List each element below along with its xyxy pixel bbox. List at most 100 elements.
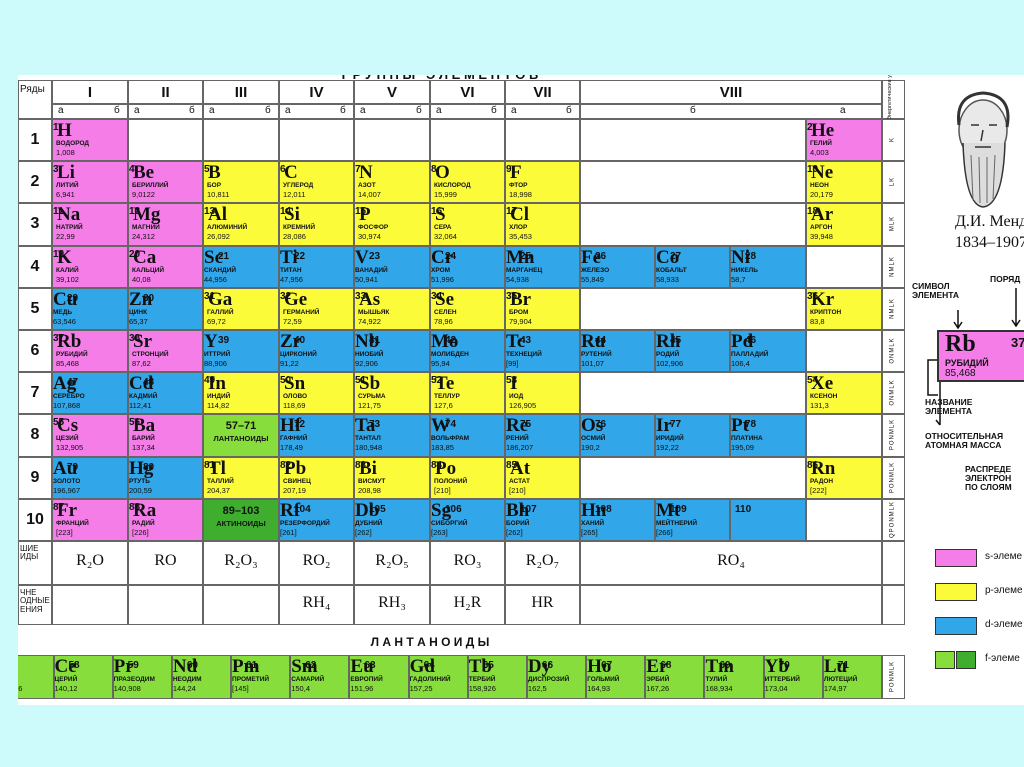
element-name: ФРАНЦИЙ — [56, 519, 89, 527]
element-symbol: B — [208, 162, 221, 184]
element-symbol: S — [435, 204, 446, 226]
element-symbol: I — [510, 373, 518, 395]
element-name: СЕРЕБРО — [53, 393, 85, 401]
legend-label: s-элеме — [985, 551, 1023, 562]
element-name: КАЛИЙ — [56, 266, 79, 274]
element-name: ХЛОР — [509, 224, 528, 232]
element-name: ЗОЛОТО — [53, 477, 81, 485]
example-name: РУБИДИЙ — [945, 358, 989, 368]
element-symbol: Cl — [510, 204, 529, 226]
empty-cell — [806, 330, 882, 373]
atomic-number: 28 — [745, 250, 757, 262]
subgroup-label: б — [114, 105, 120, 116]
atomic-number: 24 — [445, 250, 457, 262]
levels-cell — [882, 330, 905, 373]
element-symbol: Br — [510, 288, 532, 310]
element-symbol: W — [431, 415, 450, 437]
element-cell: 76 Os ОСМИЙ 190,2 — [580, 414, 655, 457]
element-symbol: Mg — [133, 204, 161, 226]
element-name: МАГНИЙ — [132, 224, 160, 232]
formula: RO₄ — [717, 552, 745, 569]
element-symbol: Kr — [811, 288, 835, 310]
subgroup-header — [505, 104, 580, 119]
element-symbol: Ge — [284, 288, 308, 310]
atomic-mass: 55,849 — [581, 274, 604, 284]
atomic-number: 19 — [53, 248, 65, 260]
atomic-mass: [210] — [434, 485, 451, 495]
element-name: ИТТЕРБИЙ — [764, 676, 800, 683]
element-name: ГАДОЛИНИЙ — [409, 676, 451, 683]
element-name: ФТОР — [509, 182, 528, 190]
element-cell: Li 3 ЛИТИЙ 6,941 — [52, 161, 128, 204]
element-name: ТЕЛЛУР — [434, 393, 460, 401]
atomic-mass: 107,868 — [53, 401, 81, 411]
atomic-mass: 101,07 — [581, 359, 604, 368]
atomic-number: 2 — [807, 122, 813, 133]
element-name: ПОЛОНИЙ — [434, 477, 468, 485]
atomic-mass: 200,59 — [129, 485, 152, 495]
element-name: ПАЛЛАДИЙ — [731, 351, 769, 358]
subgroup-label: б — [416, 105, 422, 116]
atomic-number: 3 — [53, 164, 59, 176]
element-cell: He 2 ГЕЛИЙ 4,003 — [806, 119, 882, 162]
portrait — [957, 91, 1010, 208]
atomic-mass: 79,904 — [509, 316, 532, 326]
atomic-number: 33 — [355, 290, 367, 302]
atomic-number: 7 — [355, 164, 361, 176]
atomic-number: 41 — [369, 335, 381, 346]
atomic-number: 68 — [660, 660, 672, 671]
element-cell: Po 84 ПОЛОНИЙ [210] — [430, 456, 505, 499]
element-symbol: Cs — [57, 415, 79, 437]
atomic-number: 42 — [445, 335, 457, 346]
atomic-mass: 102,906 — [656, 359, 684, 368]
element-cell: Al 13 АЛЮМИНИЙ 26,092 — [203, 203, 279, 246]
levels-cell — [882, 372, 905, 415]
subgroup-header — [203, 104, 279, 119]
example-number: 37 — [1011, 335, 1024, 350]
formula: RH₃ — [378, 594, 406, 611]
formula: RO₃ — [453, 552, 482, 569]
atomic-number: 76 — [595, 419, 607, 431]
atomic-number: 30 — [143, 292, 155, 304]
element-cell: 72 Hf ГАФНИЙ 178,49 — [279, 414, 354, 457]
formula-cell — [580, 541, 882, 585]
atomic-mass: 35,453 — [509, 232, 532, 242]
atomic-mass: 91,22 — [280, 359, 299, 368]
formula-cell — [580, 585, 882, 625]
atomic-mass: 26,092 — [207, 232, 230, 242]
element-name: АКТИНОИДЫ — [216, 518, 266, 528]
element-cell: Si 14 КРЕМНИЙ 28,086 — [279, 203, 354, 246]
element-symbol: V — [355, 246, 369, 268]
element-symbol: Yb — [764, 656, 789, 677]
element-symbol: Ta — [355, 415, 376, 437]
element-symbol: C — [284, 162, 298, 184]
atomic-mass: 9,0122 — [132, 190, 155, 200]
atomic-mass: 83,8 — [810, 316, 825, 326]
atomic-mass: 54,938 — [506, 274, 529, 284]
element-name: ВАНАДИЙ — [355, 266, 388, 274]
atomic-mass: 78,96 — [434, 316, 453, 326]
atomic-mass: 15,999 — [434, 190, 457, 200]
atomic-mass: [262] — [506, 527, 523, 537]
atomic-number: 77 — [670, 419, 682, 431]
element-symbol: Au — [53, 457, 78, 479]
legend-swatch — [935, 583, 977, 601]
element-name: ТУЛИЙ — [705, 676, 728, 683]
element-cell: B 5 БОР 10,811 — [203, 161, 279, 204]
element-cell: 28 Ni НИКЕЛЬ 58,7 — [730, 245, 806, 288]
element-cell: Rn 86 РАДОН [222] — [806, 456, 882, 499]
element-cell: 26 Fe ЖЕЛЕЗО 55,849 — [580, 245, 655, 288]
element-cell: C 6 УГЛЕРОД 12,011 — [279, 161, 354, 204]
element-symbol: Rb — [57, 331, 82, 352]
element-cell: At 85 АСТАТ [210] — [505, 456, 580, 499]
atomic-mass: 162,5 — [527, 684, 547, 693]
atomic-number: 62 — [305, 660, 317, 671]
element-cell: 79 Au ЗОЛОТО 196,967 — [52, 456, 128, 499]
element-name: КСЕНОН — [810, 393, 838, 401]
formula-cell — [354, 541, 430, 585]
atomic-mass: [266] — [656, 527, 673, 537]
element-name: МЫШЬЯК — [358, 308, 390, 316]
element-cell: 47 Ag СЕРЕБРО 107,868 — [52, 372, 128, 415]
atomic-mass: 180,948 — [355, 443, 383, 453]
